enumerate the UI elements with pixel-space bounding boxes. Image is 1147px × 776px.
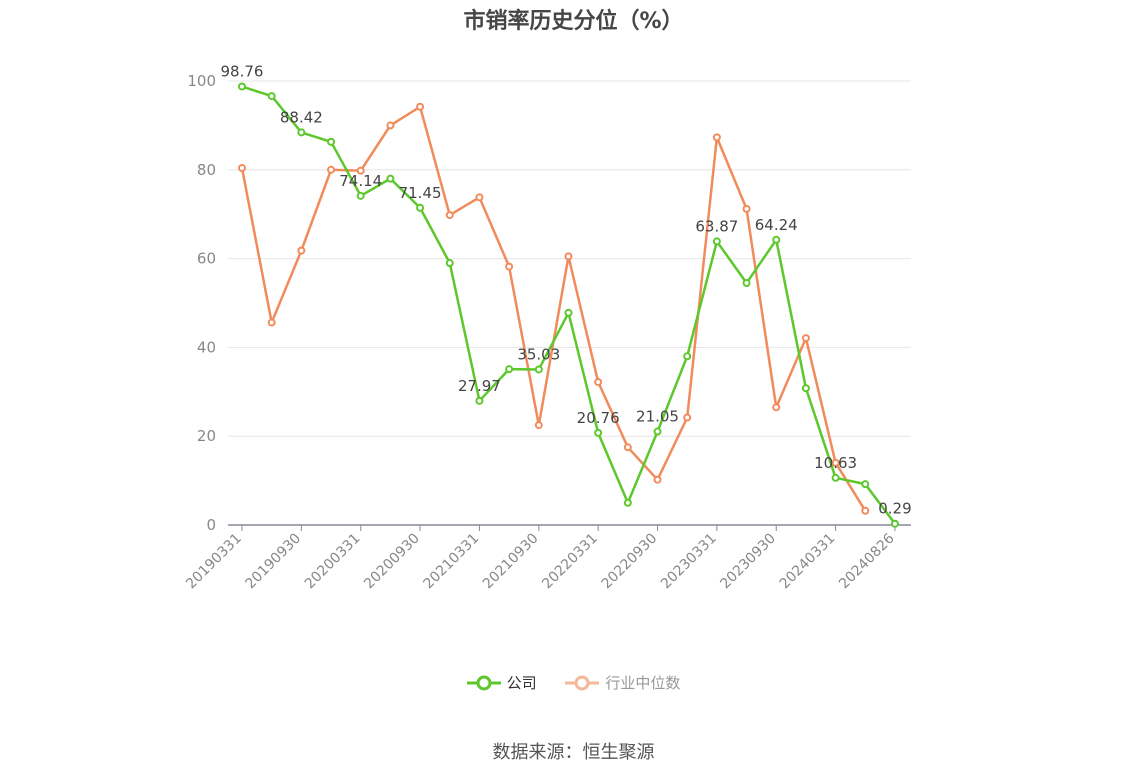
- data-point-company: [772, 235, 781, 244]
- data-point-company: [712, 237, 721, 246]
- data-point-company: [505, 365, 514, 374]
- data-label: 35.03: [517, 345, 560, 363]
- data-point-industry-median: [356, 166, 365, 175]
- x-tick-label: 20220331: [539, 531, 601, 593]
- x-tick-label: 20190930: [242, 531, 304, 593]
- data-point-industry-median: [297, 246, 306, 255]
- source-note: 数据来源：恒生聚源: [492, 742, 655, 763]
- legend-marker-industry-median: [565, 675, 600, 690]
- data-point-company: [742, 279, 751, 288]
- data-label: 27.97: [458, 377, 501, 395]
- data-point-industry-median: [712, 133, 721, 142]
- data-point-company: [890, 519, 899, 528]
- legend-marker-company: [466, 675, 501, 690]
- line-chart: 0 20 40 60 80 100 2019033120190930202003312020…: [183, 63, 912, 593]
- y-tick-label: 40: [197, 338, 216, 356]
- legend-label-industry-median: 行业中位数: [605, 674, 681, 692]
- data-point-industry-median: [653, 475, 662, 484]
- data-point-company: [831, 473, 840, 482]
- data-point-company: [475, 396, 484, 405]
- series-line-industry-median: [240, 105, 867, 512]
- data-point-industry-median: [238, 164, 246, 173]
- y-tick-label: 20: [197, 427, 216, 445]
- x-tick-label: 20220930: [599, 531, 661, 593]
- data-point-industry-median: [861, 506, 870, 515]
- chart-title: 市销率历史分位（%）: [463, 9, 684, 34]
- data-point-industry-median: [534, 421, 543, 430]
- data-label: 21.05: [636, 408, 679, 426]
- data-point-industry-median: [772, 403, 781, 412]
- data-point-company: [416, 203, 425, 212]
- x-tick-label: 20190331: [183, 531, 245, 593]
- data-label: 10.63: [814, 454, 857, 472]
- data-point-company: [801, 384, 810, 393]
- data-point-industry-median: [505, 262, 514, 271]
- data-point-industry-median: [623, 443, 632, 452]
- data-label: 64.24: [755, 216, 798, 234]
- data-point-company: [356, 191, 365, 200]
- data-point-company: [683, 352, 692, 361]
- data-label: 74.14: [339, 172, 382, 190]
- data-point-company: [327, 137, 336, 146]
- data-point-industry-median: [267, 318, 276, 327]
- data-label: 71.45: [399, 184, 442, 202]
- data-point-company: [861, 480, 870, 489]
- data-point-company: [594, 428, 603, 437]
- legend: 公司 行业中位数: [0, 672, 1147, 695]
- legend-item-industry-median[interactable]: 行业中位数: [565, 672, 680, 693]
- x-tick-label: 20230930: [717, 531, 779, 593]
- legend-item-company[interactable]: 公司: [466, 672, 537, 693]
- data-point-company: [386, 174, 395, 183]
- y-tick-label: 80: [197, 161, 216, 179]
- data-point-industry-median: [801, 334, 810, 343]
- x-tick-label: 20200930: [361, 531, 423, 593]
- data-point-industry-median: [831, 458, 840, 467]
- data-point-industry-median: [742, 204, 751, 213]
- y-tick-label: 0: [206, 516, 216, 534]
- y-tick-label: 60: [197, 250, 216, 268]
- data-point-industry-median: [475, 193, 484, 202]
- data-label: 98.76: [221, 63, 264, 81]
- data-point-company: [238, 82, 246, 91]
- data-point-company: [564, 308, 573, 317]
- x-tick-label: 20230331: [658, 531, 720, 593]
- legend-label-company: 公司: [506, 674, 537, 692]
- x-tick-label: 20200331: [302, 531, 364, 593]
- data-point-company: [445, 259, 454, 268]
- data-point-industry-median: [594, 378, 603, 387]
- data-point-company: [623, 498, 632, 507]
- x-tick-label: 20240331: [777, 531, 839, 593]
- data-point-company: [267, 92, 276, 101]
- data-point-company: [653, 427, 662, 436]
- data-point-industry-median: [564, 252, 573, 261]
- data-label: 63.87: [695, 217, 738, 235]
- series-line-company: [241, 85, 896, 525]
- data-point-company: [534, 365, 543, 374]
- data-point-industry-median: [327, 165, 336, 174]
- x-tick-label: 20240826: [836, 530, 898, 592]
- x-tick-label: 20210331: [421, 531, 483, 593]
- y-tick-label: 100: [187, 72, 216, 90]
- data-point-company: [297, 128, 306, 137]
- data-point-industry-median: [445, 211, 454, 220]
- data-label: 0.29: [878, 500, 911, 518]
- data-point-industry-median: [416, 102, 425, 111]
- data-point-industry-median: [386, 121, 395, 130]
- data-label: 20.76: [577, 409, 620, 427]
- data-point-industry-median: [683, 413, 692, 422]
- x-tick-label: 20210930: [480, 531, 542, 593]
- data-label: 88.42: [280, 108, 323, 126]
